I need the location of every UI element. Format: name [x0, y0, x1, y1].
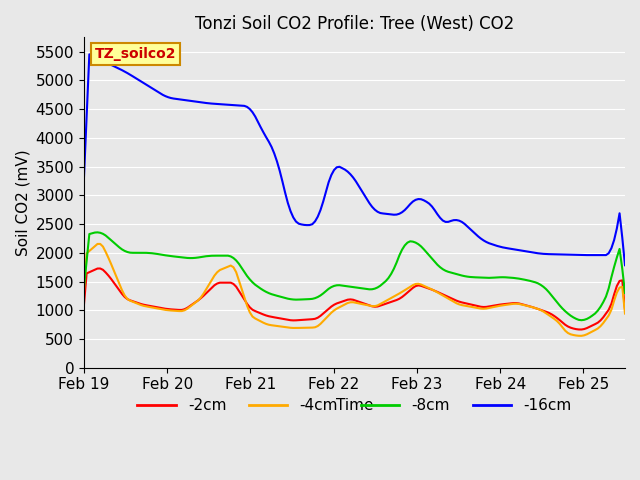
-4cm: [115, 281, 123, 287]
-8cm: [621, 290, 629, 296]
-2cm: [578, 326, 586, 332]
Title: Tonzi Soil CO2 Profile: Tree (West) CO2: Tonzi Soil CO2 Profile: Tree (West) CO2: [195, 15, 514, 33]
-16cm: [227, 102, 235, 108]
-8cm: [104, 235, 112, 240]
-8cm: [93, 229, 101, 235]
-8cm: [580, 317, 588, 323]
-16cm: [596, 252, 604, 258]
-16cm: [115, 66, 123, 72]
-4cm: [184, 306, 191, 312]
-4cm: [227, 263, 235, 268]
-2cm: [184, 305, 191, 311]
-4cm: [621, 311, 629, 316]
-2cm: [580, 326, 588, 332]
Text: TZ_soilco2: TZ_soilco2: [95, 47, 176, 61]
-4cm: [97, 241, 104, 247]
-16cm: [80, 176, 88, 182]
X-axis label: Time: Time: [336, 398, 373, 413]
-16cm: [184, 97, 191, 103]
-8cm: [80, 285, 88, 291]
Line: -8cm: -8cm: [84, 232, 625, 320]
-2cm: [80, 302, 88, 308]
-8cm: [600, 299, 607, 305]
Line: -2cm: -2cm: [84, 268, 625, 329]
-2cm: [600, 314, 607, 320]
-8cm: [578, 317, 586, 323]
-2cm: [104, 273, 112, 278]
-4cm: [80, 289, 88, 295]
Line: -4cm: -4cm: [84, 244, 625, 336]
-4cm: [580, 333, 588, 338]
-4cm: [600, 320, 607, 326]
Line: -16cm: -16cm: [84, 54, 625, 265]
-2cm: [115, 287, 123, 293]
-2cm: [97, 265, 104, 271]
-16cm: [104, 60, 112, 66]
Y-axis label: Soil CO2 (mV): Soil CO2 (mV): [15, 149, 30, 256]
-4cm: [578, 333, 586, 339]
-2cm: [227, 280, 235, 286]
-16cm: [578, 252, 586, 258]
-8cm: [227, 253, 235, 259]
-2cm: [621, 306, 629, 312]
-8cm: [115, 244, 123, 250]
-8cm: [184, 255, 191, 261]
-16cm: [621, 263, 629, 268]
-16cm: [86, 51, 93, 57]
-4cm: [104, 255, 112, 261]
Legend: -2cm, -4cm, -8cm, -16cm: -2cm, -4cm, -8cm, -16cm: [131, 392, 578, 420]
